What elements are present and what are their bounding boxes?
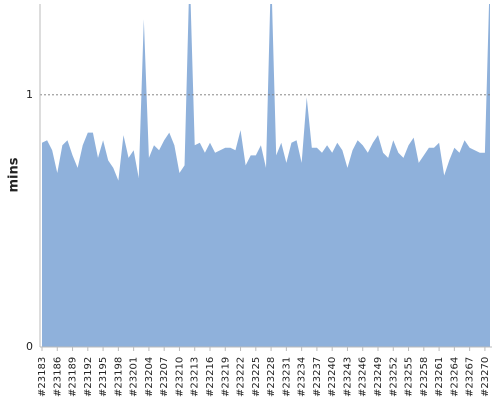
y-axis-label: mins: [7, 157, 22, 192]
x-tick-label: #23255: [404, 357, 415, 397]
x-tick-label: #23237: [312, 357, 323, 397]
x-tick-label: #23264: [449, 357, 460, 397]
x-tick-label: #23246: [358, 357, 369, 397]
x-tick-label: #23189: [68, 357, 79, 397]
x-tick-label: #23192: [83, 357, 94, 397]
x-tick-label: #23201: [129, 357, 140, 397]
x-tick-label: #23213: [190, 357, 201, 397]
x-tick-label: #23207: [159, 357, 170, 397]
x-tick-label: #23186: [52, 357, 63, 397]
x-tick-label: #23228: [266, 357, 277, 397]
x-tick-label: #23240: [327, 357, 338, 397]
x-tick-label: #23204: [144, 357, 155, 397]
x-tick-label: #23216: [205, 357, 216, 397]
x-tick-label: #23249: [373, 357, 384, 397]
x-tick-label: #23222: [236, 357, 247, 397]
x-tick-label: #23210: [174, 357, 185, 397]
area: [42, 4, 490, 347]
x-tick-label: #23258: [419, 357, 430, 397]
x-tick-label: #23252: [388, 357, 399, 397]
y-tick-label: 0: [26, 340, 33, 353]
x-tick-label: #23267: [465, 357, 476, 397]
x-tick-label: #23219: [220, 357, 231, 397]
x-tick-label: #23270: [480, 357, 491, 397]
x-tick-label: #23234: [297, 357, 308, 397]
x-tick-label: #23225: [251, 357, 262, 397]
x-tick-label: #23198: [113, 357, 124, 397]
x-tick-label: #23261: [434, 357, 445, 397]
y-tick-label: 1: [26, 88, 33, 101]
x-tick-label: #23231: [281, 357, 292, 397]
x-tick-label: #23195: [98, 357, 109, 397]
x-tick-label: #23243: [342, 357, 353, 397]
x-tick-label: #23183: [37, 357, 48, 397]
